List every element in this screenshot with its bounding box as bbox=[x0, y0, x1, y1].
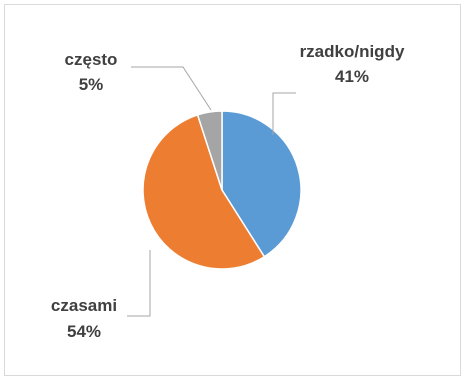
leader-line-czasami bbox=[127, 250, 151, 317]
label-rzadko-nigdy-value: 41% bbox=[335, 67, 369, 86]
label-czasami-value: 54% bbox=[67, 322, 101, 341]
pie-slice-czasami bbox=[142, 113, 266, 270]
label-czesto-name: często bbox=[65, 50, 118, 69]
pie-slices bbox=[142, 110, 302, 270]
label-czasami-name: czasami bbox=[51, 296, 117, 315]
label-czesto-value: 5% bbox=[79, 75, 104, 94]
pie-slice-często bbox=[196, 110, 223, 191]
leader-line-czesto bbox=[131, 66, 212, 111]
leader-lines bbox=[127, 66, 296, 317]
label-rzadko-nigdy-name: rzadko/nigdy bbox=[300, 42, 405, 61]
leader-line-rzadko-nigdy bbox=[272, 92, 296, 135]
data-labels: rzadko/nigdy 41% czasami 54% często 5% bbox=[51, 42, 405, 341]
